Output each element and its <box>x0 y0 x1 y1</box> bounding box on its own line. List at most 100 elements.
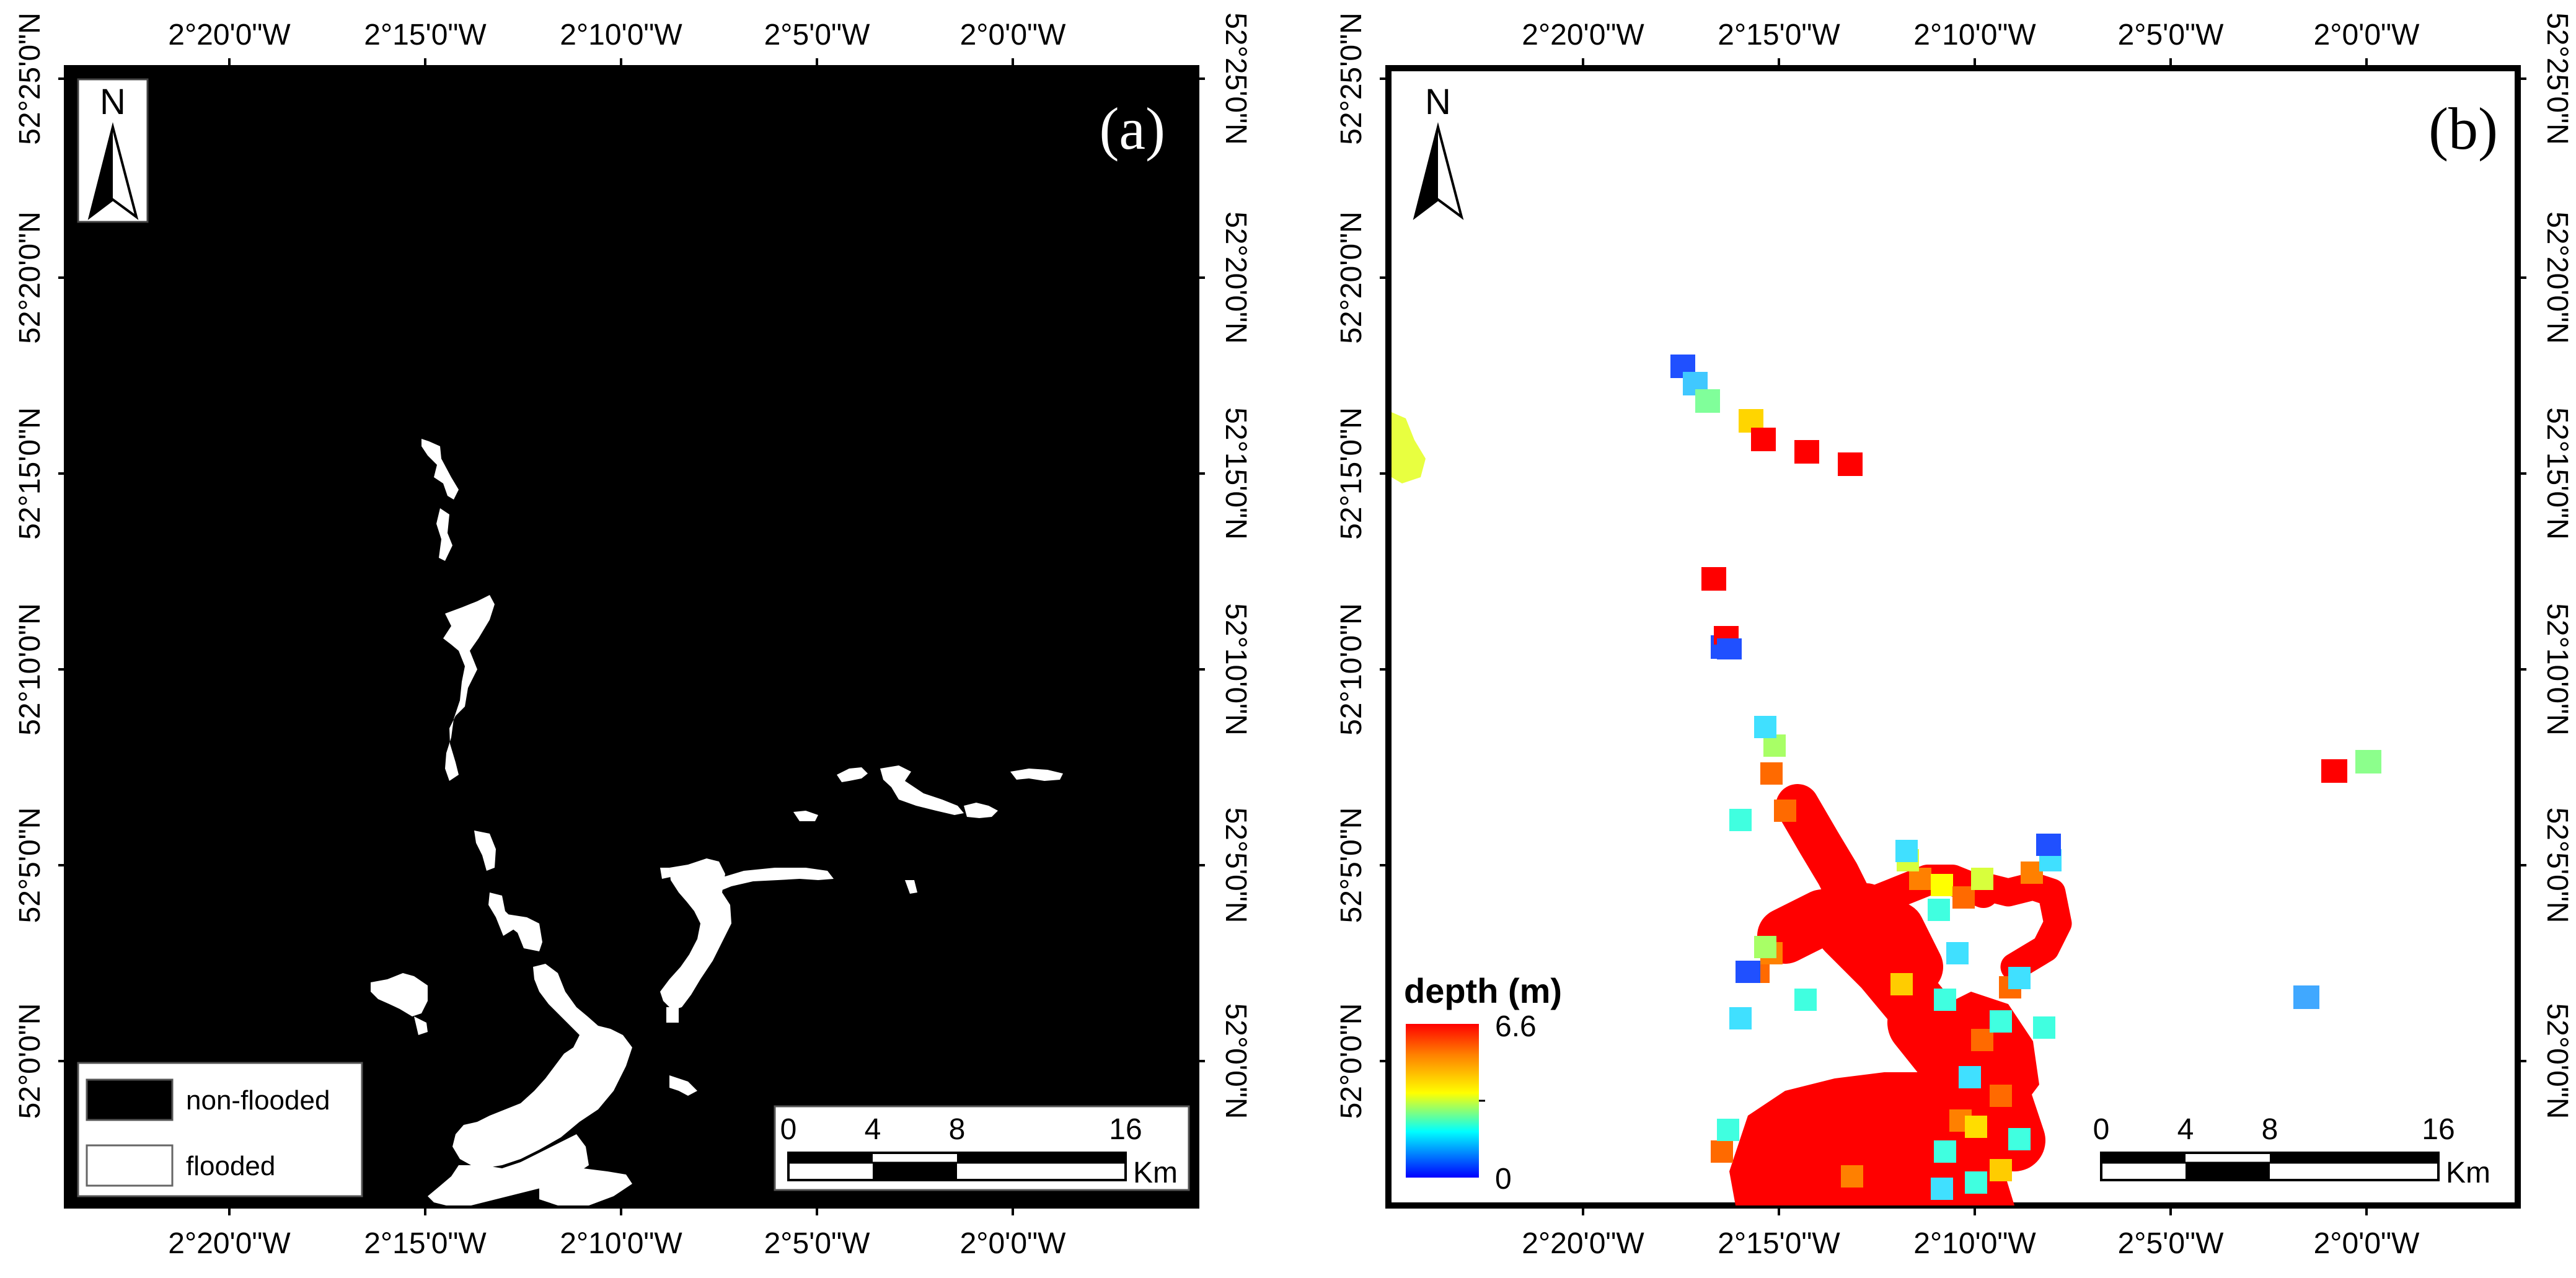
flooded-swatch <box>86 1144 174 1187</box>
depth-cell <box>1890 973 1913 995</box>
colorbar-max: 6.6 <box>1495 1010 1537 1043</box>
lat-tick: 52°25'0"N <box>1335 12 1368 145</box>
lon-tick: 2°10'0"W <box>560 1227 682 1260</box>
lon-tick: 2°0'0"W <box>960 1227 1066 1260</box>
depth-cell <box>1754 936 1776 958</box>
lat-tick: 52°10'0"N <box>14 603 46 736</box>
scale-tick-8: 8 <box>949 1113 966 1146</box>
lat-tick: 52°10'0"N <box>2541 603 2574 736</box>
depth-cell <box>1794 440 1819 464</box>
lon-tick: 2°5'0"W <box>2118 19 2224 51</box>
depth-cells <box>1392 355 2381 1205</box>
panel-a-left-axis: 52°25'0"N 52°20'0"N 52°15'0"N 52°10'0"N … <box>14 12 67 1119</box>
lon-tick: 2°0'0"W <box>960 19 1066 51</box>
depth-cell <box>1717 1119 1739 1141</box>
panel-a-bottom-axis: 2°20'0"W 2°15'0"W 2°10'0"W 2°5'0"W 2°0'0… <box>168 1205 1066 1260</box>
lat-tick: 52°15'0"N <box>14 407 46 540</box>
colorbar-ramp <box>1406 1024 1479 1178</box>
lat-tick: 52°20'0"N <box>1335 211 1368 344</box>
lat-tick: 52°10'0"N <box>1219 603 1252 736</box>
scale-tick-0: 0 <box>2093 1113 2110 1146</box>
panel-a-top-axis: 2°20'0"W 2°15'0"W 2°10'0"W 2°5'0"W 2°0'0… <box>168 19 1066 68</box>
lat-tick: 52°5'0"N <box>1335 808 1368 923</box>
lat-tick: 52°15'0"N <box>1219 407 1252 540</box>
non-flooded-label: non-flooded <box>186 1085 330 1116</box>
panel-a-right-axis: 52°25'0"N 52°20'0"N 52°15'0"N 52°10'0"N … <box>1196 12 1252 1119</box>
depth-cell <box>2008 967 2031 989</box>
scale-tick-16: 16 <box>1109 1113 1142 1146</box>
flood-extent <box>371 439 1063 1205</box>
lat-tick: 52°15'0"N <box>1335 407 1368 540</box>
depth-cell <box>1971 868 1993 890</box>
depth-cell <box>1774 800 1796 822</box>
lat-tick: 52°5'0"N <box>2541 808 2574 923</box>
depth-cell <box>1928 899 1950 921</box>
panel-b-label: (b) <box>2428 95 2498 162</box>
depth-cell <box>2008 1128 2031 1150</box>
lon-tick: 2°15'0"W <box>364 19 487 51</box>
scale-bar: 0 4 8 16 Km <box>2093 1113 2490 1189</box>
lat-tick: 52°20'0"N <box>1219 211 1252 344</box>
depth-cell <box>1934 1140 1956 1163</box>
legend: non-flooded flooded <box>77 1062 363 1197</box>
depth-cell <box>1838 452 1863 476</box>
depth-cell <box>1717 638 1742 659</box>
depth-cell <box>1729 1072 2014 1205</box>
depth-cell <box>2321 759 2347 783</box>
lon-tick: 2°5'0"W <box>2118 1227 2224 1260</box>
lat-tick: 52°25'0"N <box>2541 12 2574 145</box>
lon-tick: 2°15'0"W <box>364 1227 487 1260</box>
lat-tick: 52°10'0"N <box>1335 603 1368 736</box>
lon-tick: 2°0'0"W <box>2314 1227 2420 1260</box>
depth-cell <box>1990 1159 2012 1181</box>
depth-cell <box>2033 1016 2055 1039</box>
lat-tick: 52°15'0"N <box>2541 407 2574 540</box>
depth-cell <box>1754 716 1776 738</box>
north-arrow: N <box>1413 82 1464 221</box>
depth-cell <box>1729 1007 1752 1029</box>
lon-tick: 2°20'0"W <box>1522 19 1644 51</box>
depth-cell <box>1934 989 1956 1011</box>
depth-cell <box>1990 1010 2012 1033</box>
lon-tick: 2°20'0"W <box>168 19 291 51</box>
panel-b-top-axis: 2°20'0"W 2°15'0"W 2°10'0"W 2°5'0"W 2°0'0… <box>1522 19 2420 68</box>
depth-cell <box>1946 942 1969 964</box>
depth-cell <box>1711 1140 1733 1163</box>
lon-tick: 2°5'0"W <box>764 1227 870 1260</box>
depth-cell <box>1931 1178 1953 1200</box>
non-flooded-swatch <box>86 1078 174 1121</box>
depth-cell <box>1841 1165 1863 1188</box>
lon-tick: 2°10'0"W <box>560 19 682 51</box>
scale-tick-16: 16 <box>2422 1113 2455 1146</box>
north-label: N <box>100 82 126 122</box>
depth-cell <box>1794 989 1817 1011</box>
flooded-label: flooded <box>186 1151 275 1181</box>
depth-cell <box>1965 1171 1987 1194</box>
lon-tick: 2°10'0"W <box>1913 1227 2036 1260</box>
lon-tick: 2°20'0"W <box>1522 1227 1644 1260</box>
lat-tick: 52°0'0"N <box>1219 1003 1252 1119</box>
depth-cell <box>1392 412 1426 483</box>
colorbar-min: 0 <box>1495 1163 1512 1196</box>
scale-tick-8: 8 <box>2262 1113 2278 1146</box>
lat-tick: 52°5'0"N <box>1219 808 1252 923</box>
lat-tick: 52°0'0"N <box>2541 1003 2574 1119</box>
depth-cell <box>1931 874 1953 896</box>
lon-tick: 2°15'0"W <box>1718 1227 1840 1260</box>
depth-cell <box>2293 985 2319 1009</box>
lon-tick: 2°0'0"W <box>2314 19 2420 51</box>
depth-cell <box>1729 809 1752 831</box>
scale-tick-4: 4 <box>865 1113 881 1146</box>
depth-cell <box>1965 1116 1987 1138</box>
depth-cell <box>1895 840 1918 862</box>
scale-unit: Km <box>1133 1157 1178 1189</box>
lat-tick: 52°20'0"N <box>14 211 46 344</box>
depth-cell <box>1969 872 2072 981</box>
scale-tick-4: 4 <box>2177 1113 2194 1146</box>
panel-b-right-axis: 52°25'0"N 52°20'0"N 52°15'0"N 52°10'0"N … <box>2518 12 2574 1119</box>
panel-a-map-frame <box>64 65 1199 1209</box>
scale-bar: 0 4 8 16 Km <box>774 1105 1190 1191</box>
depth-cell <box>1695 389 1720 413</box>
lon-tick: 2°5'0"W <box>764 19 870 51</box>
